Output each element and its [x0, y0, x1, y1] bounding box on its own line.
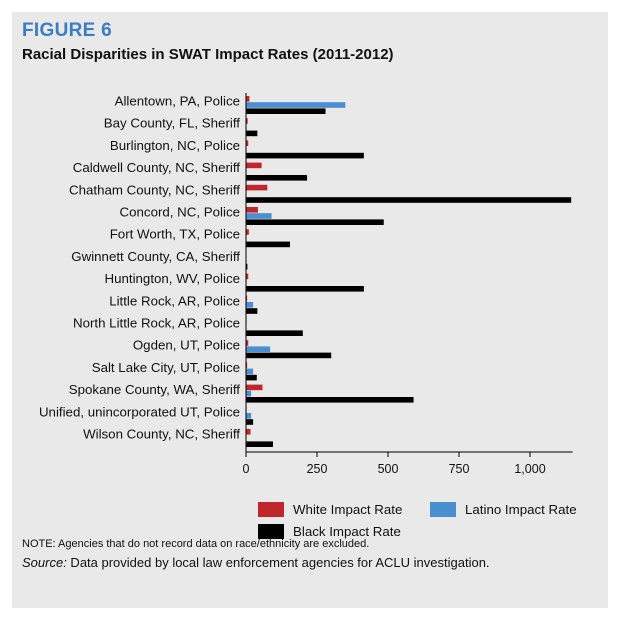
bar-white-impact-rate-allentown-pa-police	[246, 96, 250, 102]
category-label-gwinnett-county-ca-sheriff: Gwinnett County, CA, Sheriff	[71, 249, 240, 264]
category-label-chatham-county-nc-sheriff: Chatham County, NC, Sheriff	[69, 182, 240, 197]
x-tick-label-250: 250	[307, 462, 328, 476]
category-label-salt-lake-city-ut-police: Salt Lake City, UT, Police	[92, 360, 240, 375]
bar-latino-impact-rate-spokane-county-wa-sheriff	[246, 390, 252, 397]
category-label-caldwell-county-nc-sheriff: Caldwell County, NC, Sheriff	[73, 160, 241, 175]
bar-black-impact-rate-gwinnett-county-ca-sheriff	[246, 263, 248, 270]
x-axis: 0 250 500 750 1,000	[243, 93, 573, 476]
bar-white-impact-rate-chatham-county-nc-sheriff	[246, 184, 268, 191]
bar-black-impact-rate-unified-unincorporated-ut-police	[246, 419, 254, 425]
bar-black-impact-rate-ogden-ut-police	[246, 352, 332, 359]
category-label-ogden-ut-police: Ogden, UT, Police	[133, 338, 240, 353]
bars	[246, 96, 572, 447]
legend-swatch-white-impact-rate	[258, 502, 284, 517]
category-label-north-little-rock-ar-police: North Little Rock, AR, Police	[73, 316, 240, 331]
category-label-bay-county-fl-sheriff: Bay County, FL, Sheriff	[104, 116, 241, 131]
source-text: Data provided by local law enforcement a…	[66, 555, 490, 570]
bar-black-impact-rate-concord-nc-police	[246, 219, 384, 225]
bar-latino-impact-rate-little-rock-ar-police	[246, 302, 254, 308]
category-label-concord-nc-police: Concord, NC, Police	[120, 205, 240, 220]
figure-label: FIGURE 6	[22, 20, 113, 41]
bar-white-impact-rate-bay-county-fl-sheriff	[246, 118, 248, 124]
category-label-spokane-county-wa-sheriff: Spokane County, WA, Sheriff	[69, 382, 241, 397]
bar-black-impact-rate-spokane-county-wa-sheriff	[246, 397, 414, 403]
bar-latino-impact-rate-salt-lake-city-ut-police	[246, 368, 254, 375]
source-lead: Source:	[22, 555, 67, 570]
bar-white-impact-rate-wilson-county-nc-sheriff	[246, 429, 251, 435]
bar-white-impact-rate-caldwell-county-nc-sheriff	[246, 162, 262, 169]
x-tick-label-750: 750	[449, 462, 470, 476]
legend-swatch-black-impact-rate	[258, 524, 284, 539]
bar-latino-impact-rate-allentown-pa-police	[246, 102, 346, 108]
bar-white-impact-rate-concord-nc-police	[246, 207, 258, 213]
footnote: NOTE: Agencies that do not record data o…	[22, 538, 370, 550]
category-label-unified-unincorporated-ut-police: Unified, unincorporated UT, Police	[39, 404, 240, 419]
bar-black-impact-rate-caldwell-county-nc-sheriff	[246, 175, 308, 181]
category-label-burlington-nc-police: Burlington, NC, Police	[110, 138, 240, 153]
legend-label-latino-impact-rate: Latino Impact Rate	[465, 502, 577, 517]
figure-title: Racial Disparities in SWAT Impact Rates …	[22, 46, 394, 63]
bar-black-impact-rate-allentown-pa-police	[246, 108, 326, 114]
legend: White Impact Rate Latino Impact Rate Black…	[258, 502, 577, 539]
x-tick-label-0: 0	[243, 462, 250, 476]
bar-white-impact-rate-fort-worth-tx-police	[246, 229, 249, 235]
bar-latino-impact-rate-concord-nc-police	[246, 213, 272, 219]
bar-black-impact-rate-chatham-county-nc-sheriff	[246, 197, 572, 203]
bar-latino-impact-rate-unified-unincorporated-ut-police	[246, 413, 252, 419]
bar-black-impact-rate-salt-lake-city-ut-police	[246, 374, 257, 381]
category-label-allentown-pa-police: Allentown, PA, Police	[115, 94, 240, 109]
bar-white-impact-rate-huntington-wv-police	[246, 273, 249, 280]
bar-white-impact-rate-ogden-ut-police	[246, 340, 249, 346]
x-tick-label-1000: 1,000	[514, 462, 545, 476]
bar-white-impact-rate-burlington-nc-police	[246, 140, 249, 146]
bar-black-impact-rate-wilson-county-nc-sheriff	[246, 441, 273, 447]
x-tick-label-500: 500	[378, 462, 399, 476]
category-label-fort-worth-tx-police: Fort Worth, TX, Police	[110, 227, 240, 242]
category-label-little-rock-ar-police: Little Rock, AR, Police	[109, 293, 240, 308]
legend-label-white-impact-rate: White Impact Rate	[293, 502, 402, 517]
source-line: Source: Data provided by local law enfor…	[22, 555, 490, 570]
category-label-wilson-county-nc-sheriff: Wilson County, NC, Sheriff	[83, 427, 240, 442]
bar-black-impact-rate-burlington-nc-police	[246, 152, 364, 159]
bar-black-impact-rate-north-little-rock-ar-police	[246, 330, 303, 336]
bar-black-impact-rate-fort-worth-tx-police	[246, 241, 291, 248]
bar-black-impact-rate-bay-county-fl-sheriff	[246, 130, 258, 137]
bar-white-impact-rate-salt-lake-city-ut-police	[246, 362, 248, 368]
category-labels: Allentown, PA, Police Bay County, FL, She…	[39, 94, 240, 442]
bar-latino-impact-rate-ogden-ut-police	[246, 346, 271, 352]
bar-black-impact-rate-huntington-wv-police	[246, 286, 364, 292]
legend-swatch-latino-impact-rate	[430, 502, 456, 517]
bar-white-impact-rate-little-rock-ar-police	[246, 295, 248, 302]
bar-white-impact-rate-spokane-county-wa-sheriff	[246, 384, 263, 391]
bar-black-impact-rate-little-rock-ar-police	[246, 308, 258, 314]
legend-label-black-impact-rate: Black Impact Rate	[293, 524, 401, 539]
category-label-huntington-wv-police: Huntington, WV, Police	[104, 271, 240, 286]
